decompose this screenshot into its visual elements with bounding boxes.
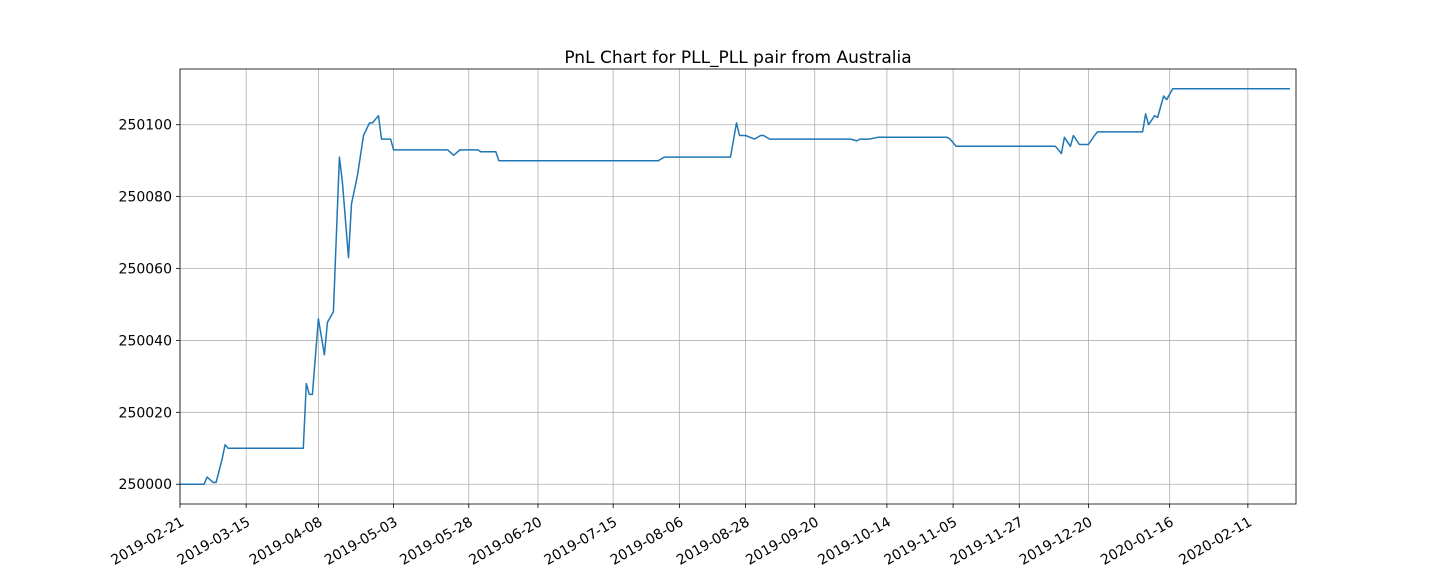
x-tick-label: 2019-10-14 bbox=[815, 514, 894, 569]
x-tick-label: 2019-07-15 bbox=[542, 514, 620, 569]
y-tick-label: 250040 bbox=[119, 333, 172, 349]
y-gridlines bbox=[180, 124, 1296, 485]
x-tick-label: 2019-12-20 bbox=[1017, 514, 1095, 569]
x-tick-label: 2019-02-21 bbox=[108, 514, 186, 569]
chart-title: PnL Chart for PLL_PLL pair from Australi… bbox=[564, 48, 911, 68]
x-tick-label: 2019-06-20 bbox=[466, 514, 544, 569]
plot-frame bbox=[179, 68, 1297, 505]
x-tick-label: 2019-11-27 bbox=[948, 514, 1026, 569]
y-tick-label: 250080 bbox=[119, 190, 172, 206]
x-tick-label: 2020-02-11 bbox=[1176, 514, 1254, 569]
x-tick-label: 2019-05-03 bbox=[322, 514, 400, 569]
x-gridlines bbox=[179, 69, 1249, 504]
x-tick-label: 2019-09-20 bbox=[743, 514, 821, 569]
y-tick-label: 250060 bbox=[119, 262, 172, 278]
x-tick-label: 2019-03-15 bbox=[175, 514, 253, 569]
x-tick-label: 2020-01-16 bbox=[1098, 514, 1177, 569]
x-tick-label: 2019-11-05 bbox=[882, 514, 960, 569]
pnl-series-line bbox=[180, 88, 1290, 485]
x-tick-label: 2019-05-28 bbox=[397, 514, 475, 569]
y-tick-label: 250100 bbox=[119, 118, 172, 134]
series-layer bbox=[180, 88, 1290, 485]
y-tick-label: 250020 bbox=[119, 405, 172, 421]
x-tick-label: 2019-04-08 bbox=[247, 514, 325, 569]
x-tick-label: 2019-08-28 bbox=[674, 514, 752, 569]
x-tick-label: 2019-08-06 bbox=[608, 514, 687, 569]
y-tick-label: 250000 bbox=[119, 477, 172, 493]
x-axis: 2019-02-212019-03-152019-04-082019-05-03… bbox=[108, 504, 1255, 569]
y-axis: 250000 250020 250040 250060 250080 250100 bbox=[119, 118, 180, 493]
